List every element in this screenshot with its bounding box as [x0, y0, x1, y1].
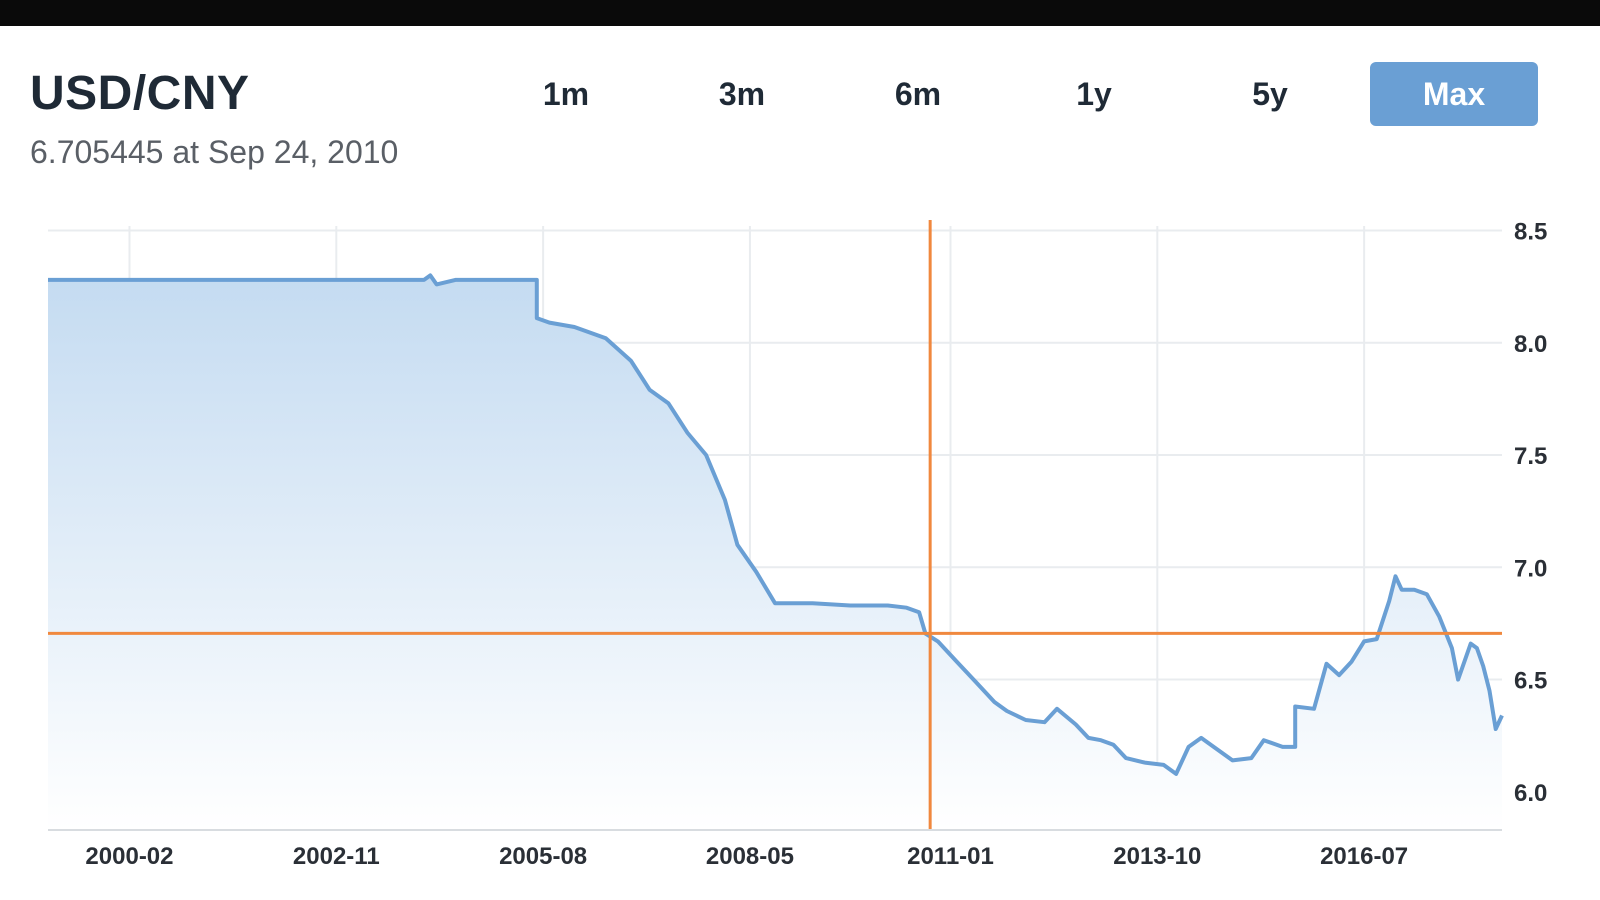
series-area — [48, 275, 1502, 830]
y-tick-label: 8.0 — [1514, 331, 1547, 358]
quote-readout: 6.705445 at Sep 24, 2010 — [30, 136, 398, 168]
x-tick-label: 2011-01 — [907, 843, 994, 870]
x-tick-label: 2008-05 — [706, 843, 794, 870]
range-1y-button[interactable]: 1y — [1006, 62, 1182, 126]
exchange-rate-chart[interactable]: 2000-02 2002-11 2005-08 2008-05 2011-01 2013-… — [0, 200, 1600, 900]
x-axis-ticks: 2000-02 2002-11 2005-08 2008-05 2011-01 2013-… — [85, 843, 1408, 870]
quote-separator: at — [163, 134, 208, 170]
x-tick-label: 2005-08 — [499, 843, 587, 870]
y-tick-label: 7.0 — [1514, 555, 1547, 582]
range-1m-button[interactable]: 1m — [478, 62, 654, 126]
x-tick-label: 2000-02 — [85, 843, 173, 870]
quote-value: 6.705445 — [30, 134, 164, 170]
range-5y-button[interactable]: 5y — [1182, 62, 1358, 126]
range-6m-button[interactable]: 6m — [830, 62, 1006, 126]
y-tick-label: 6.0 — [1514, 780, 1547, 807]
range-3m-button[interactable]: 3m — [654, 62, 830, 126]
range-max-button[interactable]: Max — [1370, 62, 1538, 126]
x-tick-label: 2016-07 — [1320, 843, 1408, 870]
y-tick-label: 8.5 — [1514, 218, 1547, 245]
y-axis-ticks: 6.0 6.5 7.0 7.5 8.0 8.5 — [1514, 218, 1547, 806]
quote-date: Sep 24, 2010 — [207, 134, 399, 170]
chart-header: USD/CNY 6.705445 at Sep 24, 2010 1m 3m 6… — [0, 26, 1600, 196]
top-bar — [0, 0, 1600, 26]
x-tick-label: 2002-11 — [293, 843, 380, 870]
pair-title: USD/CNY — [30, 67, 250, 120]
y-tick-label: 6.5 — [1514, 668, 1547, 695]
series-line — [48, 273, 1504, 776]
x-tick-label: 2013-10 — [1113, 843, 1201, 870]
crosshair — [48, 220, 1502, 830]
range-selector: 1m 3m 6m 1y 5y Max — [478, 62, 1538, 126]
y-tick-label: 7.5 — [1514, 443, 1547, 470]
